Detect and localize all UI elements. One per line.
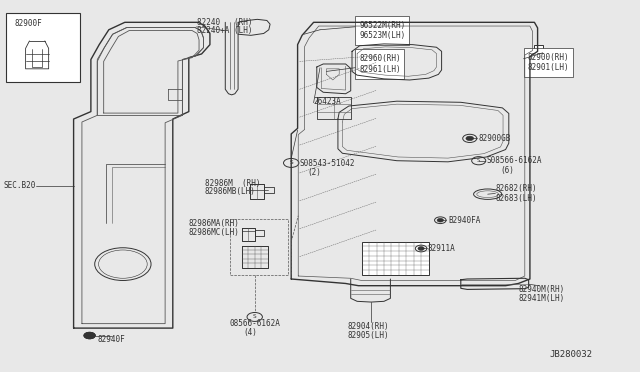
Text: 82940M(RH): 82940M(RH) — [518, 285, 564, 294]
Circle shape — [418, 247, 424, 250]
Bar — [524, 48, 573, 77]
Text: B2940FA: B2940FA — [448, 216, 481, 225]
Text: 82900(RH): 82900(RH) — [527, 53, 569, 62]
Text: 82900GB: 82900GB — [479, 134, 511, 143]
Text: 82901(LH): 82901(LH) — [527, 63, 569, 72]
Text: 96522M(RH): 96522M(RH) — [359, 21, 405, 30]
Bar — [355, 49, 404, 79]
Text: (4): (4) — [243, 328, 257, 337]
Circle shape — [84, 332, 95, 339]
Text: 82683(LH): 82683(LH) — [496, 194, 538, 203]
Text: 82904(RH): 82904(RH) — [348, 322, 389, 331]
Text: 82911A: 82911A — [428, 244, 455, 253]
Text: 82986MC(LH): 82986MC(LH) — [189, 228, 239, 237]
Circle shape — [84, 332, 95, 339]
Text: 82240   (RH): 82240 (RH) — [197, 18, 253, 27]
Text: 82961(LH): 82961(LH) — [359, 65, 401, 74]
Text: S08543-51042: S08543-51042 — [300, 159, 355, 168]
Text: 82900F: 82900F — [14, 19, 42, 28]
Bar — [6, 13, 80, 82]
Text: 96523M(LH): 96523M(LH) — [359, 31, 405, 40]
Text: 82682(RH): 82682(RH) — [496, 185, 538, 193]
Text: 82940F: 82940F — [97, 335, 125, 344]
Bar — [534, 45, 543, 60]
Circle shape — [437, 218, 444, 222]
Text: 08566-6162A: 08566-6162A — [229, 319, 280, 328]
Text: (2): (2) — [307, 168, 321, 177]
Bar — [355, 16, 409, 45]
Text: 82960(RH): 82960(RH) — [359, 54, 401, 63]
Text: 26423A: 26423A — [314, 97, 341, 106]
Text: S: S — [477, 158, 481, 163]
Text: 82986MA(RH): 82986MA(RH) — [189, 219, 239, 228]
Text: 82941M(LH): 82941M(LH) — [518, 294, 564, 303]
Text: 82986M  (RH): 82986M (RH) — [205, 179, 260, 187]
Text: S08566-6162A: S08566-6162A — [486, 156, 542, 165]
Text: (6): (6) — [500, 166, 515, 174]
Text: S: S — [289, 160, 293, 166]
Text: 82905(LH): 82905(LH) — [348, 331, 389, 340]
Bar — [362, 242, 429, 275]
Circle shape — [466, 136, 474, 141]
Text: 82240+A (LH): 82240+A (LH) — [197, 26, 253, 35]
Text: SEC.B20: SEC.B20 — [4, 182, 36, 190]
Text: JB280032: JB280032 — [549, 350, 592, 359]
Text: S: S — [253, 314, 257, 320]
Text: 82986MB(LH): 82986MB(LH) — [205, 187, 255, 196]
